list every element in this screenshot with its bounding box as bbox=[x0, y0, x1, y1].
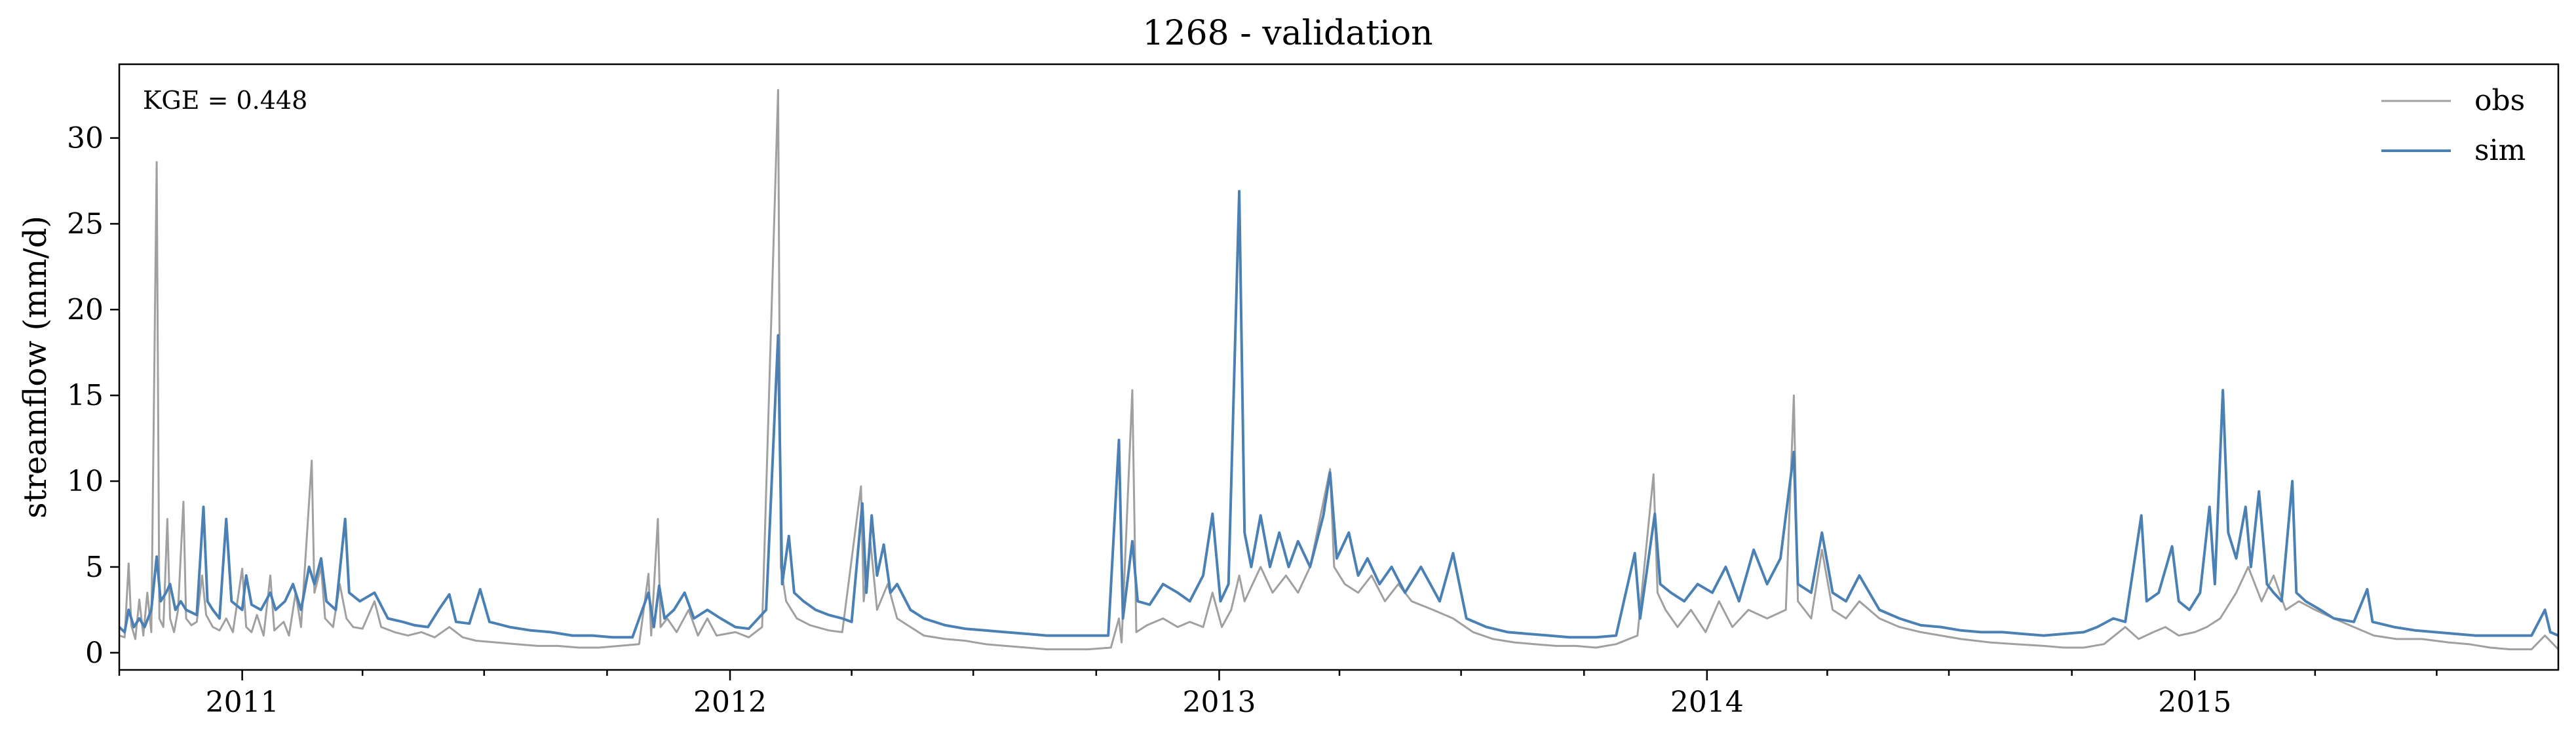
x-axis: 2011 2012 2013 2014 2015 bbox=[118, 670, 2438, 719]
y-tick-label: 0 bbox=[85, 636, 104, 670]
x-tick-label: 2011 bbox=[206, 686, 279, 719]
y-tick-label: 15 bbox=[67, 379, 104, 412]
y-axis-label: streamflow (mm/d) bbox=[17, 216, 54, 518]
plot-frame bbox=[118, 63, 2560, 671]
y-tick-label: 10 bbox=[67, 465, 104, 498]
series-line-obs bbox=[119, 88, 2558, 651]
y-tick-label: 20 bbox=[67, 293, 104, 326]
y-tick-label: 5 bbox=[85, 551, 104, 584]
x-tick-label: 2012 bbox=[693, 686, 767, 719]
kge-annotation: KGE = 0.448 bbox=[143, 86, 307, 115]
y-tick-label: 25 bbox=[67, 207, 104, 241]
y-axis: 0 5 10 15 20 25 30 bbox=[67, 122, 119, 670]
legend-label-obs: obs bbox=[2474, 84, 2525, 117]
x-tick-label: 2015 bbox=[2158, 686, 2231, 719]
y-tick-label: 30 bbox=[67, 122, 104, 155]
legend-label-sim: sim bbox=[2474, 134, 2526, 167]
series-layer bbox=[119, 88, 2558, 651]
series-line-sim bbox=[119, 189, 2558, 639]
chart-title: 1268 - validation bbox=[1142, 14, 1432, 53]
x-tick-label: 2014 bbox=[1670, 686, 1744, 719]
legend: obs sim bbox=[2381, 84, 2526, 167]
x-tick-label: 2013 bbox=[1182, 686, 1256, 719]
